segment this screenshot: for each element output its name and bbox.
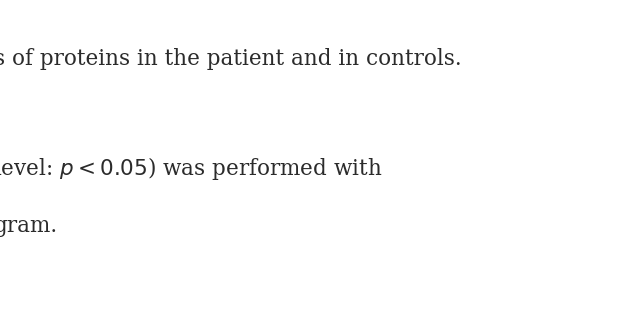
Text: gram.: gram. — [0, 215, 58, 237]
Text: level: $p<0.05$) was performed with: level: $p<0.05$) was performed with — [0, 155, 382, 182]
Text: s of proteins in the patient and in controls.: s of proteins in the patient and in cont… — [0, 48, 461, 70]
